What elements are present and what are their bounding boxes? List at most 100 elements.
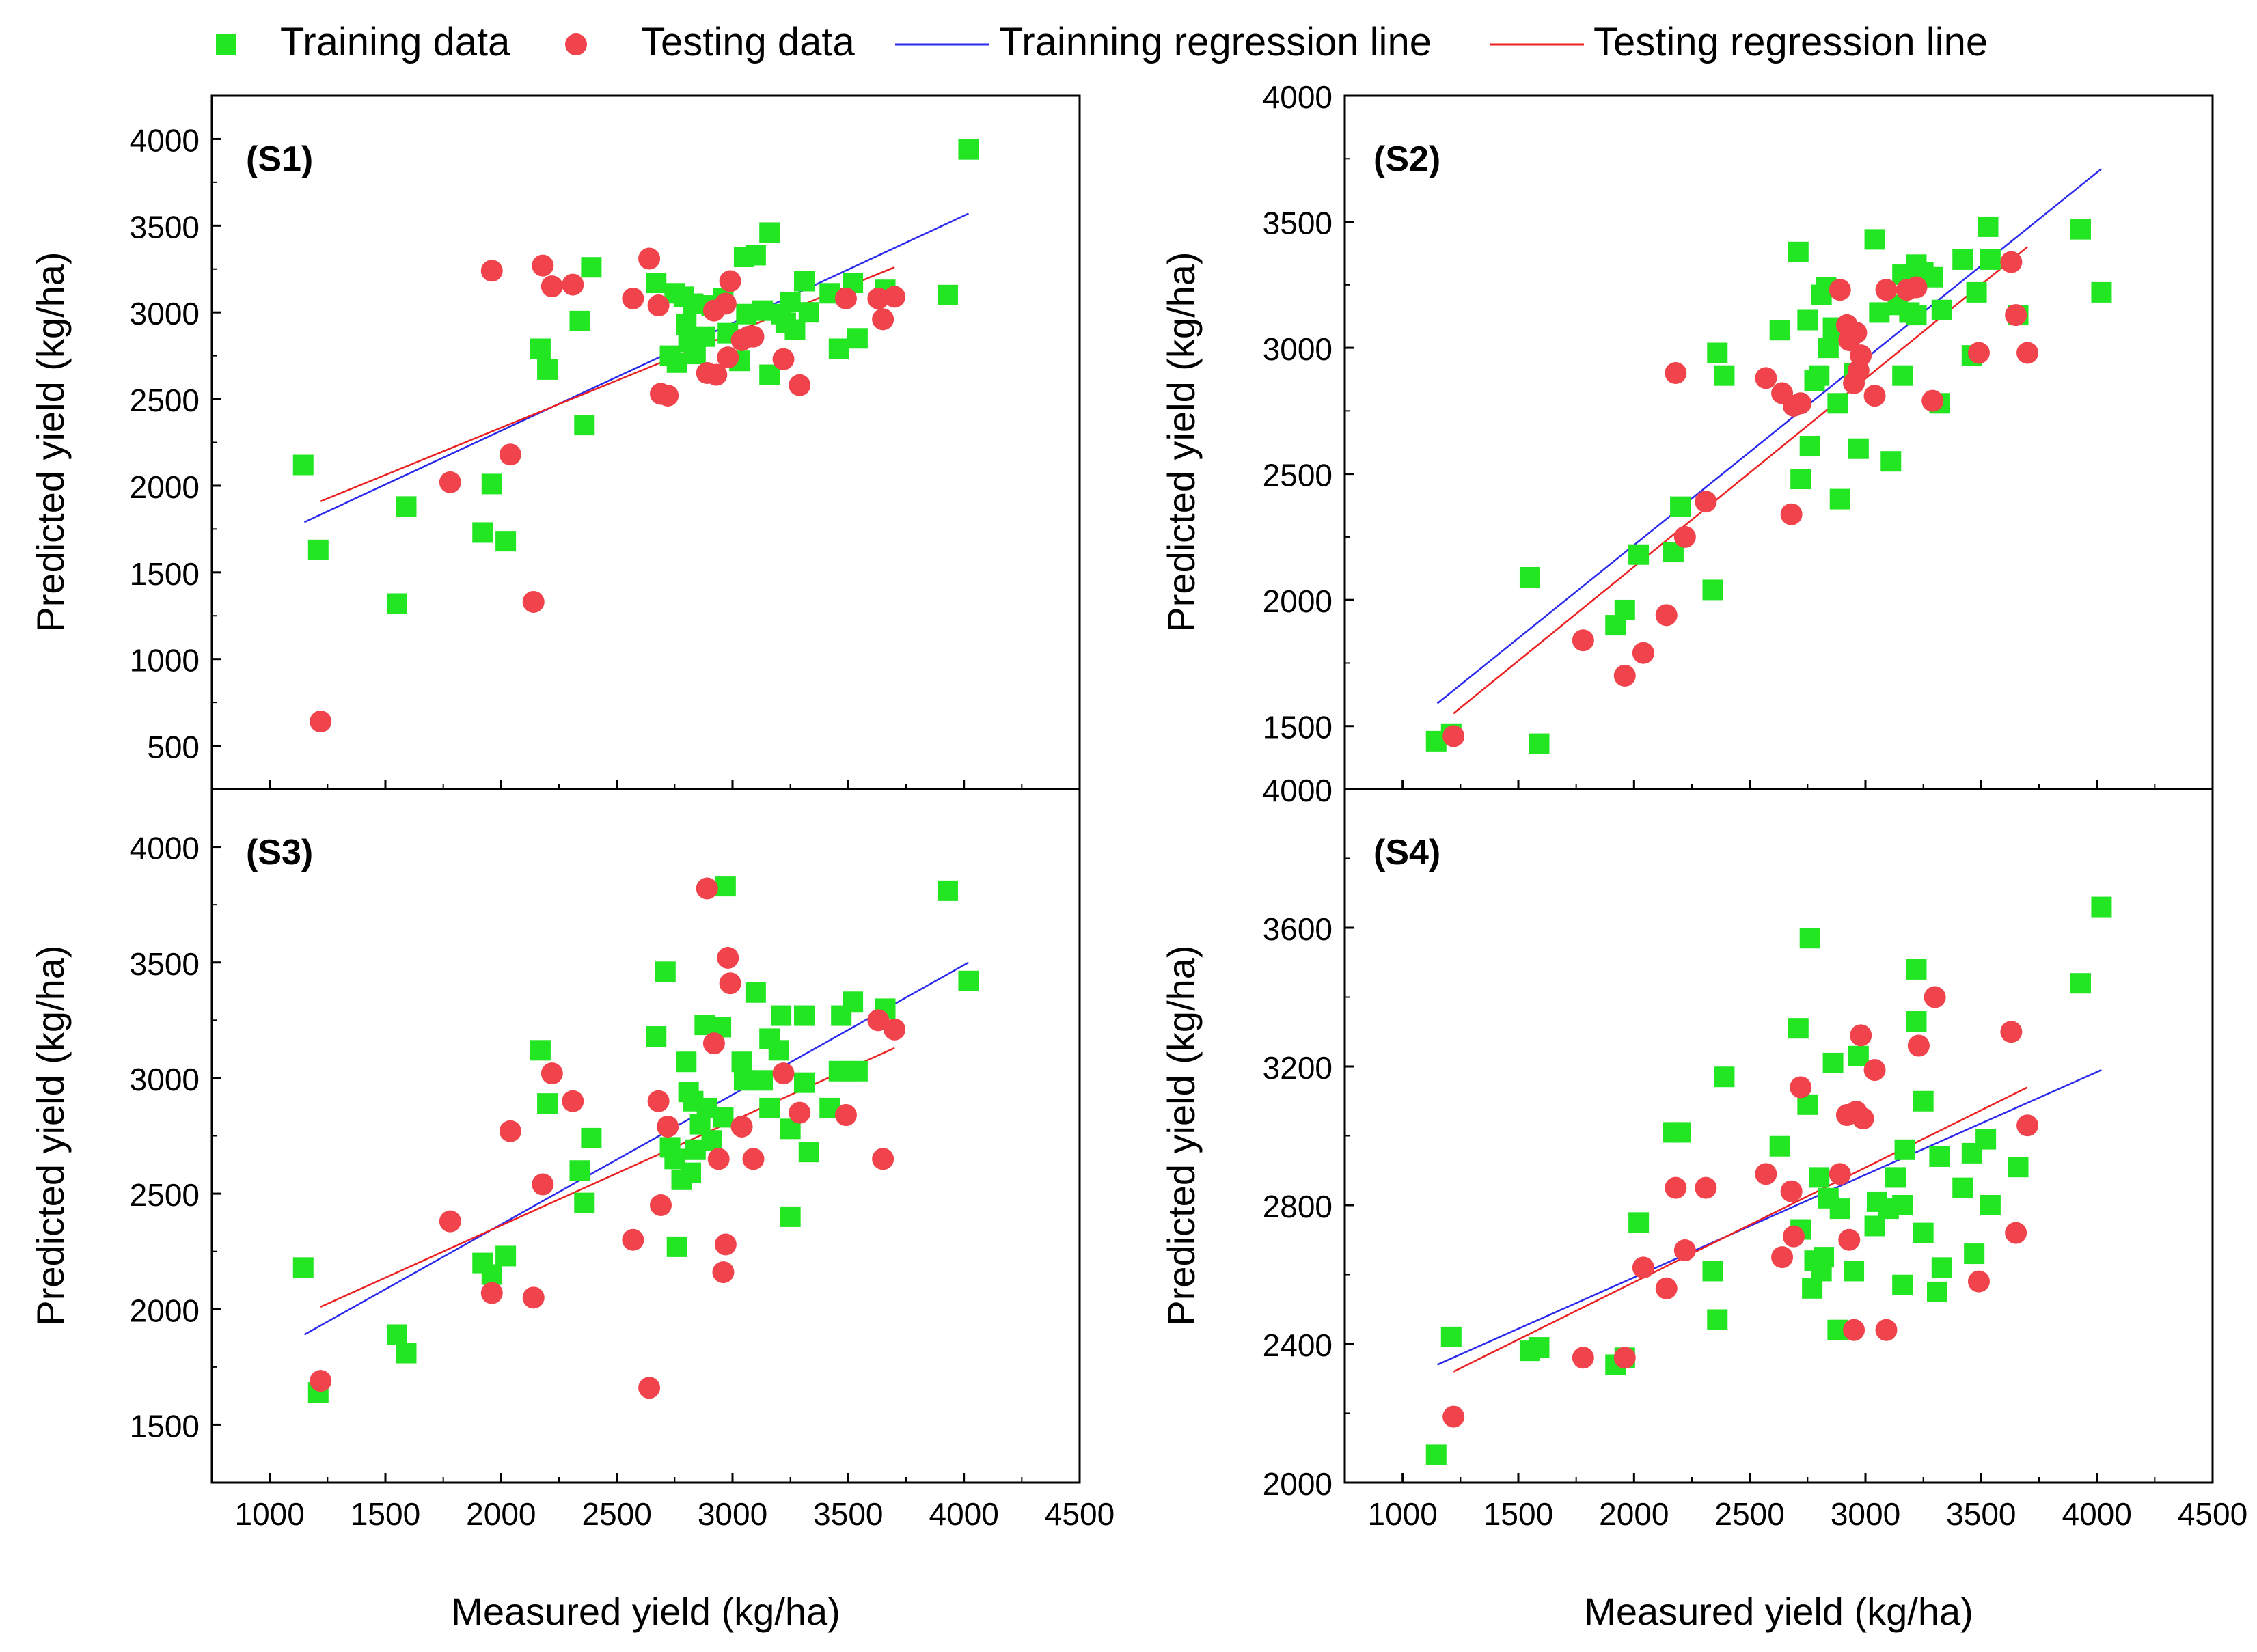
training-point — [1906, 959, 1927, 980]
training-point — [2070, 973, 2091, 994]
panel-s1-ytick-label: 3000 — [130, 296, 200, 331]
panel-s4-axes: 2000 2400 2800 3200 3600 4000 1000 1500 2000 2500… — [1263, 773, 2248, 1532]
testing-point — [1829, 279, 1851, 301]
training-point — [733, 1070, 754, 1091]
training-point — [1714, 365, 1735, 386]
panel-s1-frame — [210, 94, 1081, 790]
testing-point — [522, 590, 545, 613]
training-point — [574, 1192, 595, 1213]
legend-training-label: Training data — [280, 20, 510, 64]
training-point — [828, 338, 849, 359]
training-point — [1829, 1198, 1850, 1220]
training-point — [798, 1142, 819, 1163]
training-point — [1931, 299, 1952, 320]
testing-point — [2005, 304, 2027, 327]
training-point — [768, 1040, 789, 1061]
training-point — [1670, 1122, 1691, 1143]
testing-point — [742, 1148, 765, 1170]
training-point — [292, 1257, 314, 1278]
testing-point — [439, 471, 461, 493]
testing-regression-line — [1453, 1086, 2028, 1373]
training-point — [1440, 1326, 1462, 1347]
training-regression-line — [303, 212, 969, 523]
training-point — [759, 1097, 780, 1118]
training-point — [1978, 216, 1999, 237]
training-point — [396, 1343, 417, 1364]
testing-point — [1783, 1225, 1805, 1248]
testing-point — [310, 1370, 332, 1392]
panel-s3-xtick-label: 1500 — [351, 1496, 420, 1532]
testing-point — [1442, 1405, 1465, 1428]
training-point — [1628, 1212, 1650, 1233]
training-point — [1818, 338, 1839, 359]
testing-point — [647, 1090, 670, 1112]
panel-s3-xlabel: Measured yield (kg/ha) — [451, 1590, 840, 1633]
testing-point — [1845, 321, 1868, 344]
testing-point — [789, 374, 811, 396]
training-point — [780, 1206, 801, 1227]
panel-s4-xlabel: Measured yield (kg/ha) — [1584, 1590, 1973, 1633]
testing-point — [1780, 1180, 1803, 1202]
training-point — [1926, 1281, 1947, 1302]
testing-point — [705, 363, 728, 386]
training-point — [1892, 1195, 1913, 1215]
panel-s4-points — [1425, 896, 2112, 1465]
testing-point — [657, 384, 679, 407]
training-point — [537, 1093, 558, 1114]
training-point — [1931, 1257, 1952, 1278]
legend-train-line-label: Trainning regression line — [999, 20, 1432, 64]
training-point — [569, 1160, 590, 1181]
training-point — [481, 473, 502, 495]
testing-point — [834, 1104, 857, 1127]
panel-s1-points — [292, 139, 979, 733]
testing-point — [712, 1261, 735, 1284]
training-point — [676, 314, 697, 335]
training-point — [681, 1162, 702, 1183]
testing-point — [1967, 1270, 1990, 1293]
panel-s4-xtick-label: 3000 — [1831, 1496, 1900, 1532]
panel-s3-xtick-label: 4500 — [1045, 1496, 1114, 1532]
training-point — [958, 139, 979, 160]
training-point — [1975, 1129, 1997, 1150]
panel-s3: (S3) Predicted yield (kg/ha) Measured yi… — [29, 788, 1114, 1633]
testing-point — [622, 1228, 644, 1251]
testing-regression-line — [1453, 246, 2028, 715]
panel-s2-ytick-label: 2000 — [1263, 583, 1332, 619]
panel-s1-ytick-label: 2000 — [130, 469, 200, 505]
training-point — [495, 1245, 517, 1267]
testing-point — [1673, 525, 1696, 548]
testing-point — [638, 1377, 661, 1399]
training-point — [1848, 1045, 1869, 1066]
training-point — [481, 1264, 502, 1285]
training-point — [530, 338, 551, 359]
training-point — [1769, 320, 1790, 341]
testing-point — [1852, 1107, 1874, 1130]
testing-point — [541, 275, 563, 298]
training-regression-line — [303, 961, 970, 1336]
testing-point — [499, 1120, 521, 1142]
training-point — [1827, 393, 1848, 414]
testing-point — [867, 287, 890, 309]
training-point — [386, 593, 407, 614]
testing-point — [834, 287, 857, 309]
testing-point — [562, 273, 584, 296]
training-point — [1892, 365, 1913, 386]
training-point — [683, 293, 704, 314]
training-point — [1964, 1243, 1985, 1265]
testing-point — [1755, 367, 1777, 389]
panel-s4-regression — [1436, 1069, 2102, 1373]
testing-point — [1632, 1256, 1654, 1279]
panel-s1-ytick-label: 3500 — [130, 209, 200, 245]
training-point — [1822, 1052, 1844, 1073]
testing-point — [1875, 1319, 1898, 1341]
training-point — [1788, 1018, 1809, 1039]
testing-point — [480, 260, 503, 282]
training-point — [292, 454, 314, 476]
testing-point — [650, 1194, 672, 1216]
training-point — [694, 326, 715, 347]
training-point — [793, 1005, 815, 1026]
panel-s4-xtick-label: 1500 — [1483, 1496, 1553, 1532]
panel-s2-ytick-label: 4000 — [1263, 79, 1332, 115]
testing-point — [622, 287, 644, 309]
